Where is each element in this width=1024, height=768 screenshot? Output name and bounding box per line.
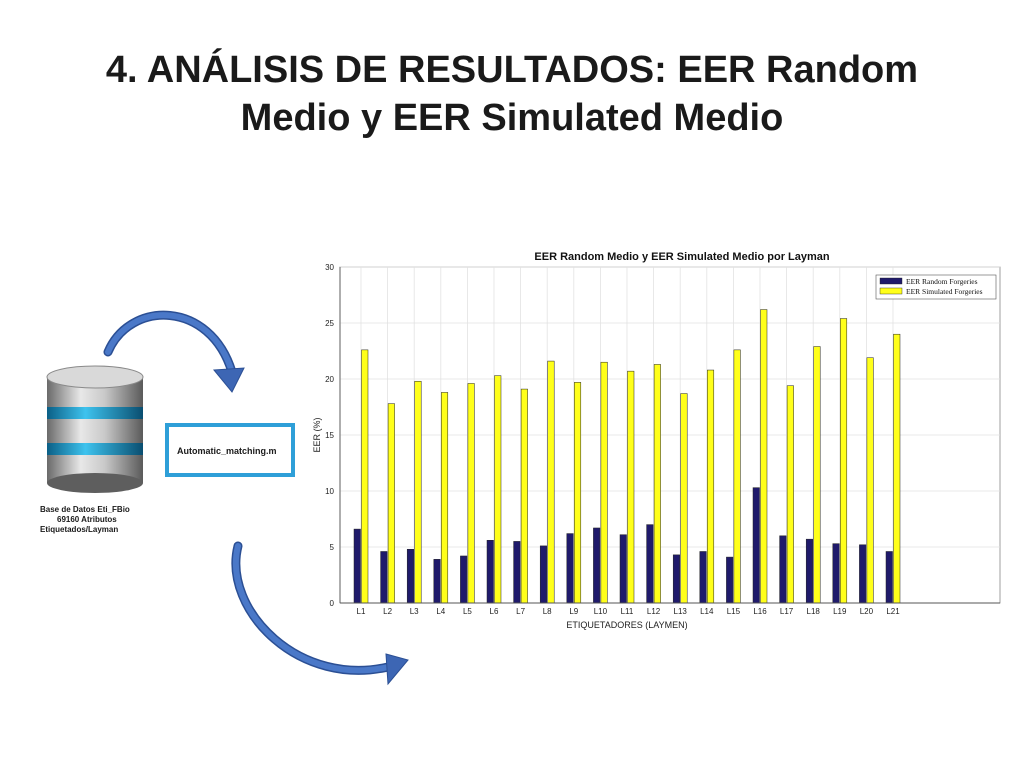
x-tick-label: L7 [516,607,525,616]
bar-simulated-L12 [653,364,661,604]
bar-simulated-L18 [813,346,821,604]
chart-title: EER Random Medio y EER Simulated Medio p… [534,251,829,263]
script-box: Automatic_matching.m [165,423,295,477]
arrow-to-chart-icon [231,541,409,686]
bar-simulated-L2 [387,403,395,604]
bar-simulated-L21 [893,333,901,604]
x-tick-label: L13 [674,607,688,616]
bar-random-L5 [460,555,468,604]
bar-simulated-L13 [680,393,688,604]
bar-simulated-L8 [547,360,555,604]
x-tick-label: L14 [700,607,714,616]
x-tick-label: L9 [569,607,578,616]
bar-random-L6 [486,540,494,604]
slide-title: 4. ANÁLISIS DE RESULTADOS: EER Random Me… [40,46,984,142]
x-tick-label: L21 [886,607,900,616]
x-tick-label: L6 [490,607,499,616]
legend-swatch [879,277,903,285]
database-icon [46,365,144,493]
bar-random-L14 [699,551,707,604]
x-tick-label: L19 [833,607,847,616]
x-tick-label: L11 [621,607,634,616]
y-tick-label: 0 [330,599,335,608]
x-tick-label: L17 [780,607,794,616]
database-label-line-1: Base de Datos Eti_FBio [40,505,130,514]
x-axis-title: ETIQUETADORES (LAYMEN) [566,620,687,630]
bar-simulated-L1 [361,349,369,604]
y-tick-label: 10 [325,487,334,496]
bar-simulated-L19 [840,318,848,604]
x-tick-label: L18 [807,607,821,616]
legend-swatch [879,287,903,295]
bar-random-L1 [353,528,361,604]
bar-random-L9 [566,533,574,604]
bar-random-L3 [406,548,414,604]
bar-simulated-L11 [627,370,635,604]
bar-random-L18 [805,538,813,604]
bar-random-L15 [726,556,734,604]
arrow-to-script-icon [103,310,245,393]
slide-title-line-2: Medio y EER Simulated Medio [240,97,784,139]
bar-random-L13 [672,554,680,604]
y-tick-label: 25 [325,319,334,328]
database-label-line-3: Etiquetados/Layman [40,525,118,534]
bar-random-L21 [885,551,893,604]
bar-random-L4 [433,559,441,604]
x-tick-label: L20 [860,607,874,616]
bar-random-L17 [779,535,787,604]
x-tick-label: L12 [647,607,661,616]
bar-simulated-L4 [441,392,449,604]
bar-simulated-L10 [600,361,608,604]
bar-random-L7 [513,541,521,604]
database-label-line-2: 69160 Atributos [57,515,117,524]
bar-random-L16 [752,487,760,604]
bar-simulated-L14 [707,369,715,604]
bar-simulated-L5 [467,383,475,604]
bar-simulated-L20 [866,357,874,604]
bar-random-L10 [593,527,601,604]
x-tick-label: L2 [383,607,392,616]
bar-random-L8 [539,545,547,604]
bar-simulated-L15 [733,349,741,604]
y-tick-label: 5 [330,543,335,552]
x-tick-label: L4 [436,607,445,616]
x-tick-label: L16 [753,607,767,616]
bar-simulated-L9 [574,382,582,604]
x-tick-label: L1 [357,607,366,616]
legend-label: EER Random Forgeries [906,277,978,286]
bar-chart: EER Random Medio y EER Simulated Medio p… [312,251,1001,630]
bar-simulated-L17 [786,385,794,604]
x-tick-label: L8 [543,607,552,616]
bar-simulated-L7 [520,388,528,604]
y-tick-label: 30 [325,263,334,272]
script-box-label: Automatic_matching.m [177,446,277,456]
bar-random-L19 [832,543,840,604]
bar-random-L2 [380,551,388,604]
y-tick-label: 15 [325,431,334,440]
bar-simulated-L3 [414,380,422,604]
bar-random-L20 [859,544,867,604]
legend-label: EER Simulated Forgeries [906,287,983,296]
bar-simulated-L6 [494,375,502,604]
y-tick-label: 20 [325,375,334,384]
x-tick-label: L5 [463,607,472,616]
bar-simulated-L16 [760,309,768,604]
slide-title-line-1: 4. ANÁLISIS DE RESULTADOS: EER Random [105,49,919,91]
x-tick-label: L15 [727,607,741,616]
y-axis-title: EER (%) [312,417,322,452]
bar-random-L12 [646,524,654,604]
x-tick-label: L3 [410,607,419,616]
bar-random-L11 [619,534,627,604]
x-tick-label: L10 [594,607,608,616]
